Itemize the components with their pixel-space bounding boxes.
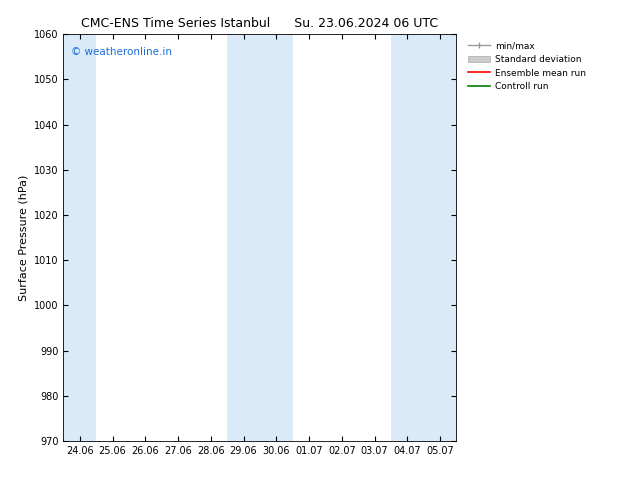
Title: CMC-ENS Time Series Istanbul      Su. 23.06.2024 06 UTC: CMC-ENS Time Series Istanbul Su. 23.06.2…: [81, 17, 439, 30]
Bar: [63, 34, 96, 441]
Text: © weatheronline.in: © weatheronline.in: [71, 47, 172, 56]
Bar: [227, 34, 293, 441]
Bar: [391, 34, 456, 441]
Y-axis label: Surface Pressure (hPa): Surface Pressure (hPa): [18, 174, 29, 301]
Legend: min/max, Standard deviation, Ensemble mean run, Controll run: min/max, Standard deviation, Ensemble me…: [465, 39, 588, 94]
